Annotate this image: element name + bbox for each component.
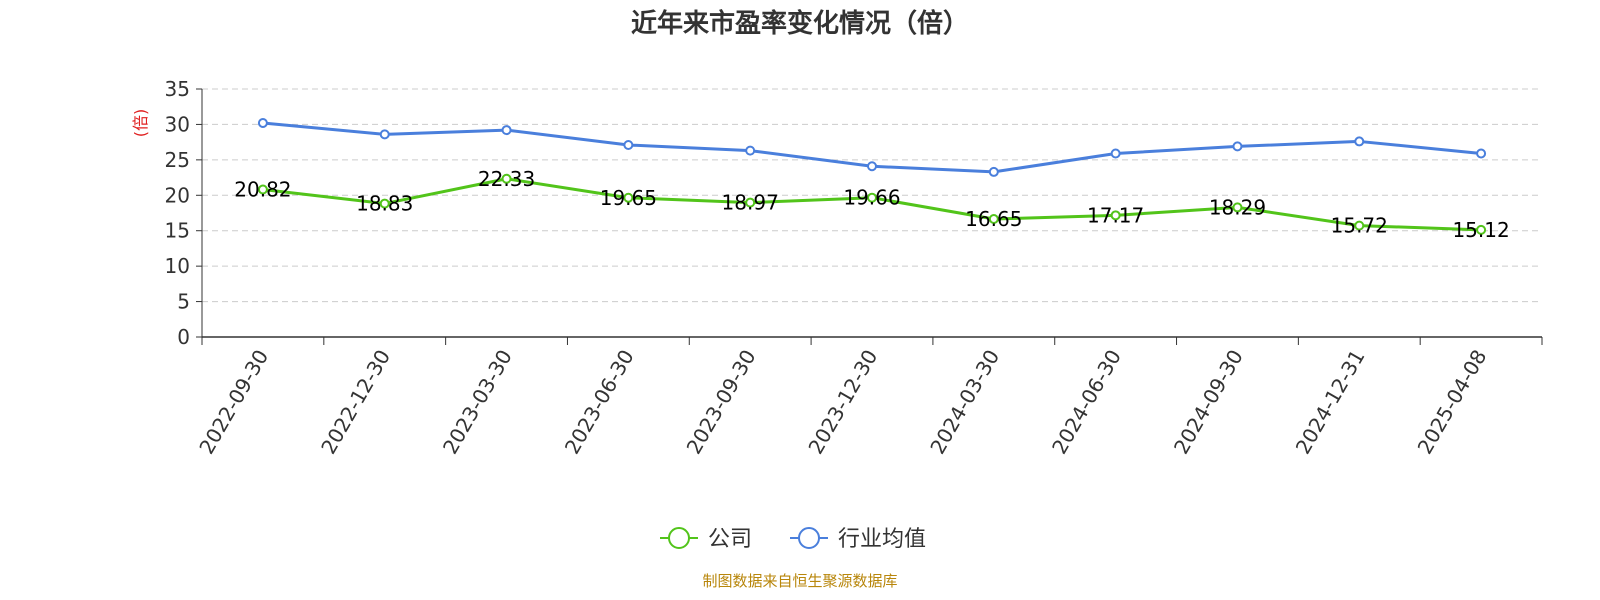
data-label: 18.83 [356, 192, 413, 216]
legend[interactable]: 公司 行业均值 [660, 527, 926, 552]
x-tick-label: 2022-12-30 [316, 346, 395, 459]
series-lines [257, 118, 1487, 235]
y-axis-label: (倍) [131, 109, 150, 138]
x-tick-label: 2025-04-08 [1413, 346, 1492, 459]
data-point[interactable] [1354, 136, 1365, 147]
data-point[interactable] [1232, 141, 1243, 152]
data-point[interactable] [379, 129, 390, 140]
data-label: 15.72 [1331, 214, 1388, 238]
data-label: 19.66 [843, 186, 900, 210]
y-tick-label: 30 [165, 112, 190, 136]
data-point[interactable] [1110, 210, 1121, 221]
data-point[interactable] [988, 214, 999, 225]
legend-label: 公司 [708, 527, 752, 552]
x-tick-label: 2022-09-30 [194, 346, 273, 459]
y-tick-label: 10 [165, 254, 190, 278]
data-label: 17.17 [1087, 203, 1144, 227]
legend-item-company[interactable]: 公司 [660, 527, 752, 552]
data-label: 18.97 [722, 191, 779, 215]
data-labels: 20.82 18.83 22.33 19.65 18.97 19.66 16.65 17.17… [234, 167, 1509, 242]
data-point[interactable] [1232, 202, 1243, 213]
y-tick-label: 5 [177, 290, 190, 314]
legend-item-industry-average[interactable]: 行业均值 [790, 527, 926, 552]
x-tick-label: 2024-12-31 [1291, 346, 1370, 459]
data-point[interactable] [257, 118, 268, 129]
y-tick-label: 20 [165, 183, 190, 207]
data-point[interactable] [1476, 224, 1487, 235]
legend-label: 行业均值 [838, 527, 926, 552]
legend-marker [798, 527, 820, 549]
data-label: 16.65 [965, 207, 1022, 231]
y-tick-label: 35 [165, 77, 190, 101]
y-tick-label: 0 [177, 325, 190, 349]
data-point[interactable] [623, 192, 634, 203]
legend-marker [668, 527, 690, 549]
data-point[interactable] [257, 184, 268, 195]
data-point[interactable] [1110, 148, 1121, 159]
source-note: 制图数据来自恒生聚源数据库 [702, 572, 897, 590]
x-tick-label: 2023-12-30 [803, 346, 882, 459]
data-point[interactable] [501, 125, 512, 136]
data-point[interactable] [1476, 148, 1487, 159]
x-tick-label: 2023-06-30 [560, 346, 639, 459]
y-tick-label: 25 [165, 148, 190, 172]
data-point[interactable] [745, 197, 756, 208]
data-label: 22.33 [478, 167, 535, 191]
data-label: 20.82 [234, 177, 291, 201]
x-tick-label: 2024-09-30 [1169, 346, 1248, 459]
x-tick-label: 2023-03-30 [438, 346, 517, 459]
data-label: 19.65 [600, 186, 657, 210]
data-label: 18.29 [1209, 195, 1266, 219]
data-label: 15.12 [1452, 218, 1509, 242]
data-point[interactable] [501, 173, 512, 184]
data-point[interactable] [379, 198, 390, 209]
x-tick-label: 2024-03-30 [925, 345, 1004, 458]
data-point[interactable] [867, 192, 877, 203]
data-point[interactable] [988, 166, 999, 177]
data-point[interactable] [745, 145, 756, 156]
data-point[interactable] [867, 161, 877, 172]
y-tick-label: 15 [165, 219, 190, 243]
data-point[interactable] [1354, 220, 1365, 231]
x-tick-label: 2024-06-30 [1047, 346, 1126, 459]
data-point[interactable] [623, 139, 634, 150]
x-tick-label: 2023-09-30 [682, 346, 761, 459]
chart-title: 近年来市盈率变化情况（倍） [631, 8, 969, 39]
